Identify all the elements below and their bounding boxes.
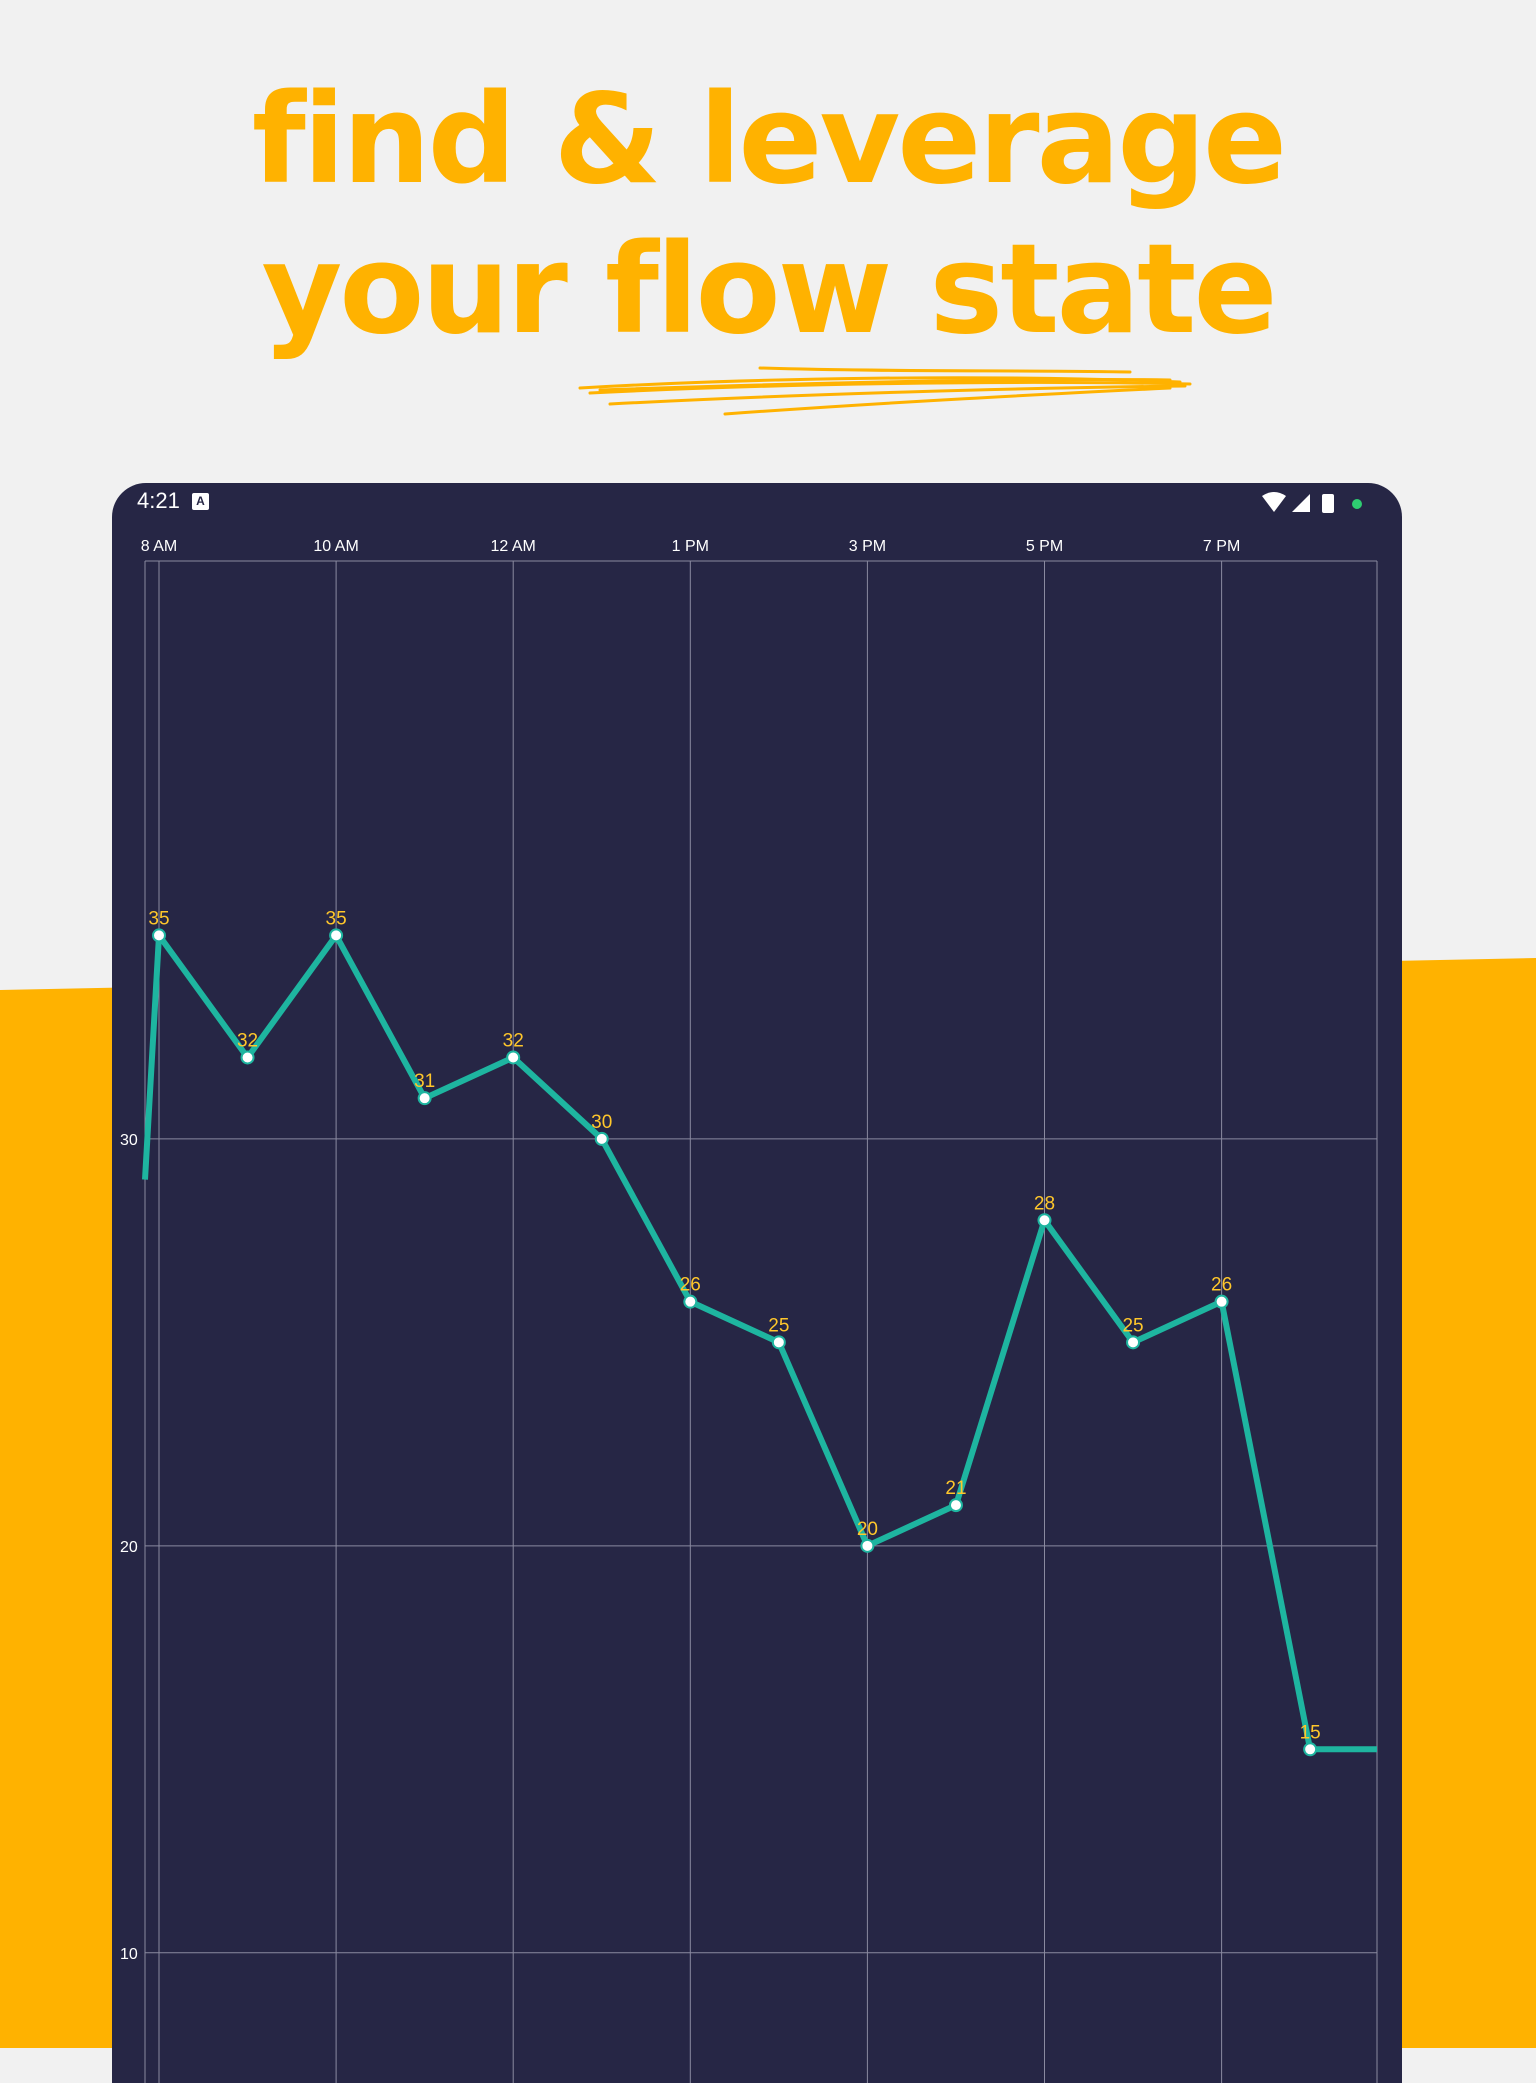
data-point bbox=[948, 1498, 963, 1513]
data-point bbox=[860, 1538, 875, 1553]
status-icons bbox=[1262, 492, 1362, 513]
data-point bbox=[152, 928, 166, 943]
status-dot-icon bbox=[1352, 499, 1362, 509]
data-point bbox=[506, 1050, 521, 1065]
x-tick-label: 5 PM bbox=[1026, 538, 1063, 555]
data-point bbox=[240, 1050, 255, 1065]
data-point bbox=[1303, 1742, 1318, 1757]
data-point bbox=[417, 1091, 432, 1106]
data-label: 35 bbox=[148, 908, 169, 929]
data-label: 15 bbox=[1300, 1722, 1321, 1743]
x-tick-label: 1 PM bbox=[672, 538, 709, 555]
data-labels: 35 32 35 31 32 30 26 25 20 21 28 25 26 15 bbox=[148, 908, 1320, 1743]
x-axis-ticks: 8 AM 10 AM 12 AM 1 PM 3 PM 5 PM 7 PM bbox=[141, 538, 1241, 555]
headline-line-2: your flow state bbox=[261, 218, 1277, 362]
series-line bbox=[142, 932, 1377, 1753]
data-label: 25 bbox=[1122, 1315, 1143, 1336]
data-point bbox=[1037, 1213, 1052, 1228]
data-label: 28 bbox=[1034, 1193, 1055, 1214]
data-label: 32 bbox=[237, 1030, 258, 1051]
x-tick-label: 10 AM bbox=[313, 538, 358, 555]
underline-scribble bbox=[578, 366, 1192, 416]
x-tick-label: 12 AM bbox=[491, 538, 536, 555]
x-tick-label: 3 PM bbox=[849, 538, 886, 555]
y-tick-label: 20 bbox=[120, 1539, 138, 1556]
x-tick-label: 7 PM bbox=[1203, 538, 1240, 555]
data-point bbox=[329, 928, 344, 943]
data-label: 21 bbox=[945, 1478, 966, 1499]
data-label: 25 bbox=[768, 1315, 789, 1336]
data-label: 35 bbox=[326, 908, 347, 929]
status-bar: 4:21 A bbox=[112, 483, 1402, 535]
line-chart: 8 AM 10 AM 12 AM 1 PM 3 PM 5 PM 7 PM 10 20 30 35… bbox=[120, 538, 1378, 2083]
status-time: 4:21 bbox=[137, 488, 180, 513]
data-label: 26 bbox=[680, 1275, 701, 1296]
data-point bbox=[771, 1335, 786, 1350]
y-axis-ticks: 10 20 30 bbox=[120, 1132, 138, 1963]
y-tick-label: 30 bbox=[120, 1132, 138, 1149]
data-points bbox=[152, 928, 1318, 1757]
data-label: 20 bbox=[857, 1519, 878, 1540]
x-tick-label: 8 AM bbox=[141, 538, 177, 555]
tablet-frame: 4:21 A 8 AM 10 AM 12 AM 1 PM 3 PM 5 PM 7 PM 10… bbox=[112, 483, 1402, 2083]
data-label: 31 bbox=[414, 1071, 435, 1092]
data-point bbox=[594, 1131, 609, 1146]
data-point bbox=[1214, 1294, 1229, 1309]
headline-line-1: find & leverage bbox=[251, 68, 1287, 212]
a-badge-icon: A bbox=[192, 493, 209, 510]
data-point bbox=[683, 1294, 698, 1309]
battery-icon bbox=[1322, 494, 1334, 513]
signal-icon bbox=[1292, 494, 1310, 512]
data-point bbox=[1126, 1335, 1141, 1350]
y-tick-label: 10 bbox=[120, 1946, 138, 1963]
data-label: 30 bbox=[591, 1112, 612, 1133]
data-label: 26 bbox=[1211, 1275, 1232, 1296]
data-label: 32 bbox=[503, 1030, 524, 1051]
chart-grid bbox=[144, 560, 1378, 2083]
wifi-icon bbox=[1262, 492, 1286, 512]
